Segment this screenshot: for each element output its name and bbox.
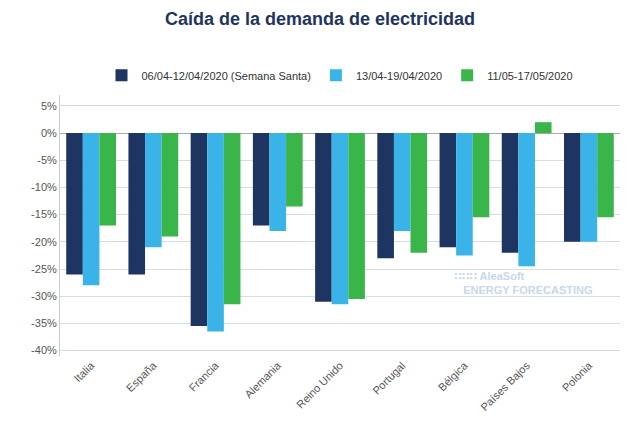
svg-text:Portugal: Portugal	[370, 359, 407, 396]
svg-text:-30%: -30%	[31, 290, 57, 302]
svg-text:España: España	[124, 359, 159, 394]
svg-text:-10%: -10%	[31, 181, 57, 193]
svg-text:-35%: -35%	[31, 317, 57, 329]
svg-text:5%: 5%	[41, 100, 57, 112]
svg-text:-40%: -40%	[31, 344, 57, 356]
svg-text:Bélgica: Bélgica	[436, 359, 471, 394]
svg-text:Alemania: Alemania	[242, 359, 284, 401]
svg-text:0%: 0%	[41, 127, 57, 139]
svg-text:Países Bajos: Países Bajos	[478, 359, 532, 413]
svg-text:Italia: Italia	[71, 359, 97, 385]
svg-text:-5%: -5%	[37, 154, 57, 166]
svg-text:11/05-17/05/2020: 11/05-17/05/2020	[487, 70, 572, 82]
svg-text:-15%: -15%	[31, 208, 57, 220]
svg-text:13/04-19/04/2020: 13/04-19/04/2020	[356, 70, 442, 82]
svg-text:∷∷∷ AleaSoft ENERGY FORECAST: ∷∷∷ AleaSoft ENERGY FORECASTING	[454, 270, 593, 296]
svg-text:Reino Unido: Reino Unido	[294, 359, 345, 410]
svg-text:06/04-12/04/2020 (Semana Santa: 06/04-12/04/2020 (Semana Santa)	[142, 70, 311, 82]
svg-text:Caída de la demanda de electri: Caída de la demanda de electricidad	[165, 9, 475, 29]
svg-text:Francia: Francia	[186, 359, 221, 394]
svg-text:-25%: -25%	[31, 263, 57, 275]
svg-text:-20%: -20%	[31, 236, 57, 248]
svg-text:Polonia: Polonia	[560, 359, 595, 394]
